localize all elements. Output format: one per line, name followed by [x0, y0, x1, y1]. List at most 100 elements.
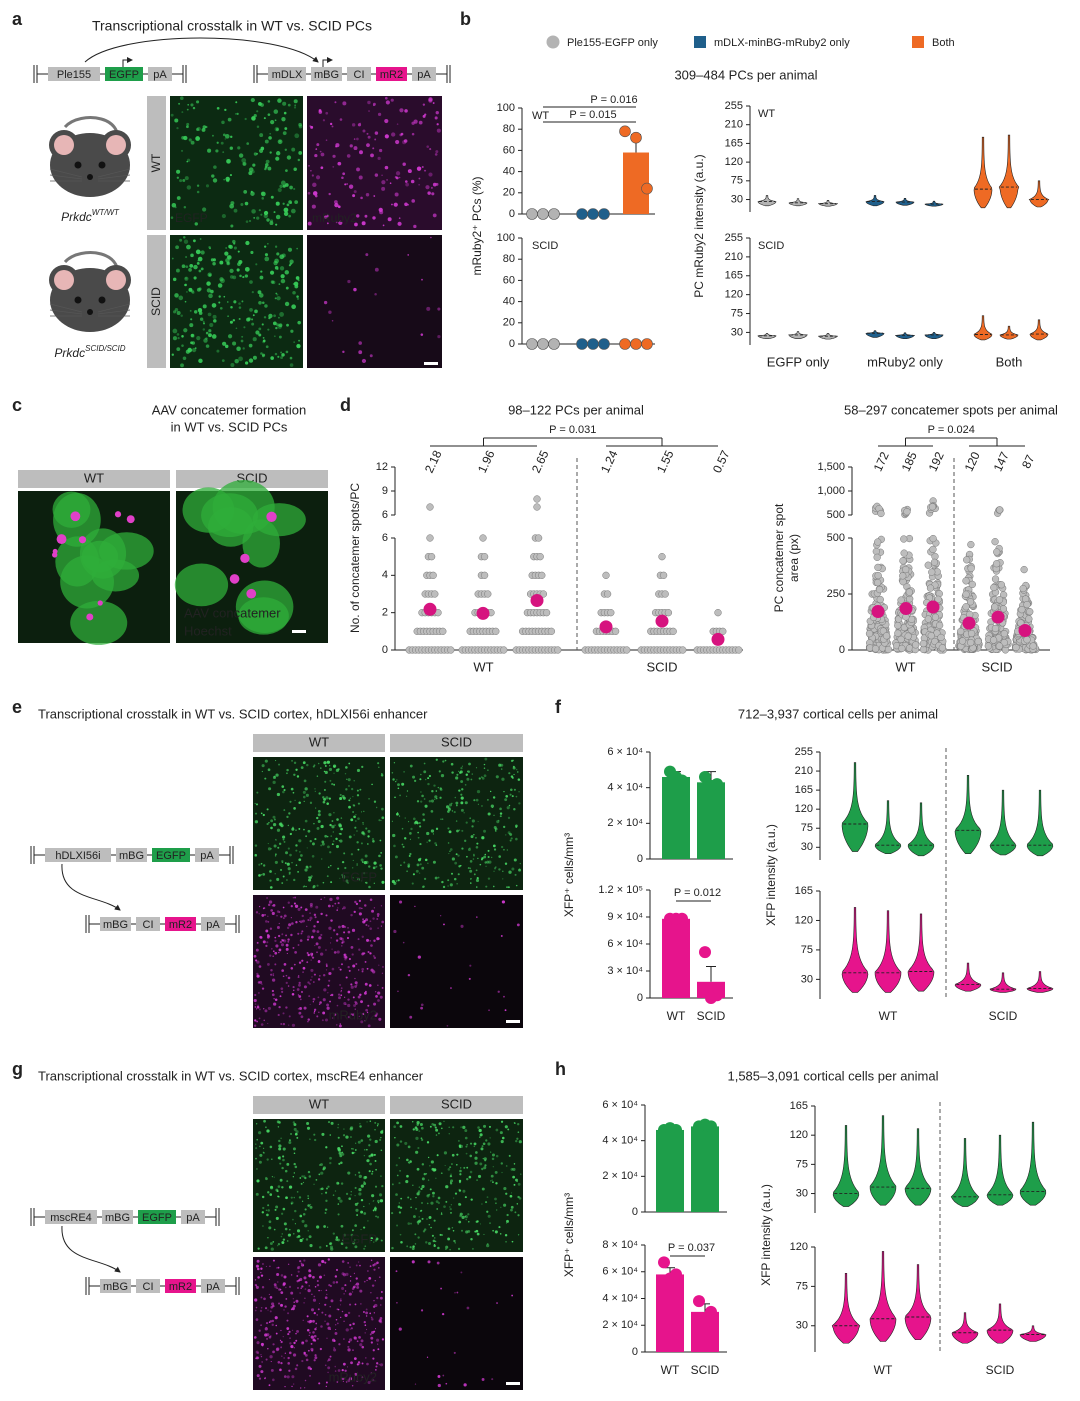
cell	[469, 1154, 473, 1158]
cell	[433, 1244, 436, 1246]
cell	[294, 1209, 297, 1213]
cell	[308, 1321, 311, 1324]
cell	[316, 920, 319, 924]
x-tick-label: WT	[874, 1363, 893, 1377]
cell	[272, 950, 275, 953]
cell	[212, 178, 218, 183]
mouse-nose	[87, 309, 93, 315]
concatemer-spot	[114, 511, 122, 518]
cell	[354, 222, 358, 227]
cell	[370, 1153, 374, 1157]
cell	[303, 1302, 305, 1304]
cell	[432, 860, 436, 864]
cell	[360, 196, 363, 200]
cell	[469, 1142, 473, 1145]
cell	[269, 954, 272, 957]
cell	[298, 839, 302, 843]
cell	[358, 1015, 360, 1017]
observation	[928, 568, 936, 576]
cell	[275, 223, 278, 226]
cell	[435, 790, 438, 792]
cell	[177, 336, 180, 340]
cell	[460, 801, 464, 805]
cell	[334, 902, 337, 905]
cell	[273, 818, 276, 821]
violin	[1029, 319, 1049, 341]
cell	[284, 862, 287, 865]
cell	[378, 1193, 383, 1197]
cell	[416, 1121, 420, 1125]
cell	[284, 1386, 286, 1388]
cell	[435, 1134, 438, 1136]
cell	[271, 1302, 275, 1306]
violin	[874, 910, 902, 993]
cell	[277, 139, 283, 145]
cell	[365, 1328, 368, 1331]
cell	[334, 824, 336, 827]
cell	[435, 758, 438, 761]
cell	[491, 806, 494, 809]
cell	[255, 1264, 259, 1268]
cell	[375, 1237, 379, 1241]
cell	[312, 191, 318, 196]
y-tick-label: 75	[801, 822, 813, 834]
cell	[310, 170, 312, 172]
cell	[174, 308, 179, 312]
mouse-ear-inner	[54, 135, 74, 155]
cell	[286, 1162, 290, 1166]
cell	[312, 997, 316, 1001]
cell	[454, 861, 458, 865]
cell	[487, 798, 489, 801]
cell	[503, 791, 505, 793]
cell	[469, 1170, 473, 1174]
mean	[476, 606, 490, 620]
cell	[282, 1012, 285, 1015]
cell	[190, 333, 195, 338]
cell	[367, 1270, 369, 1272]
cell	[284, 1169, 288, 1173]
point	[705, 992, 717, 1004]
cell	[407, 203, 409, 206]
cell	[311, 854, 315, 858]
cell	[344, 773, 347, 775]
cell	[298, 122, 302, 127]
cell	[181, 264, 186, 269]
cell	[370, 1316, 373, 1319]
cell	[363, 1226, 366, 1229]
observation	[479, 534, 487, 542]
cell	[349, 1266, 351, 1268]
cell	[351, 867, 354, 869]
cell	[377, 927, 379, 929]
cell	[372, 1264, 375, 1267]
cell	[327, 1121, 331, 1124]
cell	[396, 1174, 399, 1177]
cell	[514, 873, 517, 876]
genotype-base: Prkdc	[61, 210, 92, 224]
cell	[185, 265, 189, 269]
cell	[280, 351, 283, 354]
cell	[504, 862, 508, 865]
cell	[256, 1168, 258, 1170]
cell	[370, 1237, 374, 1241]
cell	[340, 1316, 342, 1319]
cell	[380, 905, 382, 907]
violin	[757, 195, 777, 207]
cell	[333, 1347, 335, 1349]
cell	[300, 1215, 302, 1218]
cell	[481, 1187, 485, 1191]
cell	[415, 1150, 419, 1154]
cell	[334, 1275, 338, 1278]
cell	[319, 1347, 323, 1351]
cell	[344, 955, 348, 959]
cell	[258, 1377, 262, 1380]
violin	[1019, 1325, 1047, 1342]
cell	[483, 1233, 485, 1236]
cell	[350, 1194, 352, 1196]
cell	[352, 1147, 355, 1150]
cell	[340, 963, 344, 966]
cell	[317, 1263, 322, 1267]
cell	[479, 1136, 481, 1138]
cell	[475, 886, 478, 888]
y-tick-label: 30	[796, 1187, 808, 1199]
x-tick-label: SCID	[697, 1009, 726, 1023]
